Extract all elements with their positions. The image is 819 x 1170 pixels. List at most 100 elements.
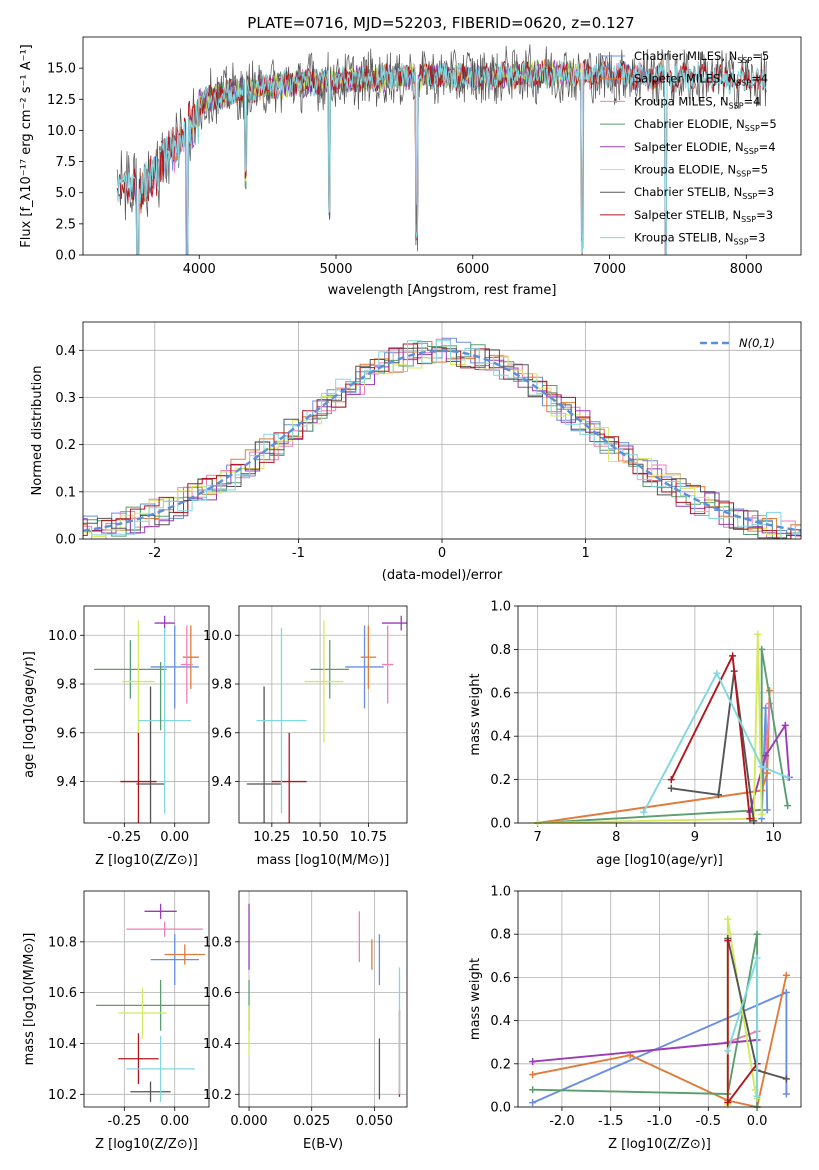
- age_vs_Z-ytick-label: 9.8: [56, 678, 77, 693]
- weight_vs_Z-ytick-label: 1.0: [490, 885, 511, 900]
- residuals-xtick-label: -1: [292, 546, 305, 561]
- age_vs_mass-ytick-label: 10.0: [203, 629, 232, 644]
- weight-marker: [784, 773, 792, 781]
- spectrum-xtick-label: 5000: [319, 262, 352, 277]
- age_vs_Z-ytick-label: 9.6: [56, 726, 77, 741]
- mass_vs_Z-xtick-label: -0.25: [108, 1114, 142, 1129]
- residuals-ylabel: Normed distribution: [30, 366, 45, 496]
- age_vs_mass-frame: [238, 605, 408, 824]
- mass_vs_Z-ytick-label: 10.4: [48, 1037, 77, 1052]
- weight_vs_Z-ytick-label: 0.2: [490, 1057, 511, 1072]
- age_vs_Z-xlabel: Z [log10(Z/Z⊙)]: [95, 853, 198, 868]
- weight-marker: [782, 989, 790, 997]
- mass_vs_Z-ytick-label: 10.8: [48, 935, 77, 950]
- age_vs_mass-xtick-label: 10.50: [301, 830, 338, 845]
- weight_vs_Z-ytick-label: 0.0: [490, 1101, 511, 1116]
- weight-series-line: [537, 634, 763, 823]
- weight-marker: [729, 652, 737, 660]
- mass_vs_Z-ytick-label: 10.2: [48, 1088, 77, 1103]
- mass_vs_ebv-xtick-label: 0.000: [230, 1114, 267, 1129]
- spectrum-xtick-label: 6000: [456, 262, 489, 277]
- weight-marker: [758, 810, 766, 818]
- age_vs_mass-xtick-label: 10.25: [253, 830, 290, 845]
- weight_vs_age-ytick-label: 0.2: [490, 773, 511, 788]
- mass_vs_ebv-ytick-label: 10.2: [203, 1088, 232, 1103]
- weight_vs_Z-ytick-label: 0.4: [490, 1014, 511, 1029]
- weight_vs_age-xtick-label: 9: [691, 830, 699, 845]
- weight-marker: [781, 721, 789, 729]
- age_vs_Z-ytick-label: 10.0: [48, 629, 77, 644]
- spectrum-ytick-label: 10.0: [47, 124, 76, 139]
- weight_vs_age-xtick-label: 10: [765, 830, 782, 845]
- weight_vs_Z-xlabel: Z [log10(Z/Z⊙)]: [608, 1137, 711, 1152]
- mass_vs_ebv-ytick-label: 10.6: [203, 986, 232, 1001]
- residuals-xtick-label: 0: [438, 546, 446, 561]
- spectrum-ytick-label: 12.5: [47, 93, 76, 108]
- weight_vs_Z-xtick-label: -2.0: [549, 1114, 574, 1129]
- age_vs_Z-ytick-label: 9.4: [56, 775, 77, 790]
- weight-marker: [714, 791, 722, 799]
- weight_vs_Z-xtick-label: 0.0: [747, 1114, 768, 1129]
- mass_vs_ebv-xtick-label: 0.050: [356, 1114, 393, 1129]
- residuals-ytick-label: 0.0: [55, 533, 76, 548]
- weight_vs_age-ytick-label: 0.0: [490, 817, 511, 832]
- age_vs_mass-xtick-label: 10.75: [350, 830, 387, 845]
- weight-marker: [758, 763, 766, 771]
- weight-series-line: [642, 671, 788, 813]
- weight-marker: [762, 704, 770, 712]
- legend-entry: Kroupa ELODIE, NSSP=5: [634, 163, 768, 179]
- age_vs_mass-ytick-label: 9.4: [211, 775, 232, 790]
- weight-marker: [724, 915, 732, 923]
- legend-entry: Salpeter MILES, NSSP=4: [634, 72, 768, 88]
- mass_vs_Z-ylabel: mass [log10(M/M⊙)]: [22, 933, 37, 1066]
- age_vs_Z-ylabel: age [log10(age/yr)]: [22, 651, 37, 778]
- age_vs_mass-plot-area: [239, 606, 407, 823]
- spectrum-ytick-label: 15.0: [47, 62, 76, 77]
- residuals-ytick-label: 0.2: [55, 438, 76, 453]
- weight-series-line: [764, 703, 771, 758]
- weight-marker: [529, 1058, 537, 1066]
- spectrum-ytick-label: 2.5: [55, 217, 76, 232]
- weight-marker: [529, 1086, 537, 1094]
- legend-entry: Chabrier MILES, NSSP=5: [634, 49, 769, 65]
- weight_vs_age-xlabel: age [log10(age/yr)]: [596, 853, 723, 868]
- mass_vs_ebv-ytick-label: 10.4: [203, 1037, 232, 1052]
- residuals-ytick-label: 0.3: [55, 391, 76, 406]
- age_vs_Z-xtick-label: -0.25: [108, 830, 142, 845]
- mass_vs_Z-xtick-label: 0.00: [160, 1114, 189, 1129]
- weight-marker: [667, 776, 675, 784]
- weight-series-line: [532, 1039, 758, 1063]
- spectrum-xtick-label: 4000: [183, 262, 216, 277]
- age_vs_Z-frame: [83, 605, 210, 824]
- mass_vs_Z-frame: [83, 890, 210, 1108]
- spectrum-xtick-label: 7000: [593, 262, 626, 277]
- weight_vs_Z-ylabel: mass weight: [468, 958, 483, 1040]
- residuals-xlabel: (data-model)/error: [382, 568, 503, 583]
- weight-marker: [763, 769, 771, 777]
- legend-entry: Kroupa STELIB, NSSP=3: [634, 231, 765, 247]
- weight_vs_Z-xtick-label: -1.0: [647, 1114, 672, 1129]
- weight_vs_Z-frame: [517, 890, 802, 1108]
- weight_vs_age-ytick-label: 1.0: [490, 600, 511, 615]
- residuals-ytick-label: 0.1: [55, 485, 76, 500]
- weight-marker: [667, 784, 675, 792]
- spectrum-ylabel: Flux [f_λ10⁻¹⁷ erg cm⁻² s⁻¹ A⁻¹]: [19, 44, 34, 248]
- weight-marker: [746, 815, 754, 823]
- weight_vs_age-ytick-label: 0.4: [490, 730, 511, 745]
- mass_vs_ebv-xlabel: E(B-V): [303, 1137, 343, 1152]
- weight-marker: [713, 669, 721, 677]
- weight-marker: [529, 1099, 537, 1107]
- weight-marker: [758, 645, 766, 653]
- residual-histogram: [83, 347, 801, 539]
- weight-marker: [640, 808, 648, 816]
- weight-marker: [762, 752, 770, 760]
- weight-marker: [754, 630, 762, 638]
- weight-marker: [782, 971, 790, 979]
- residuals-frame: [82, 321, 802, 540]
- weight-marker: [753, 1092, 761, 1100]
- weight_vs_Z-xtick-label: -1.5: [598, 1114, 623, 1129]
- weight_vs_age-xtick-label: 7: [534, 830, 542, 845]
- residual-histogram: [83, 343, 801, 539]
- weight-marker: [724, 937, 732, 945]
